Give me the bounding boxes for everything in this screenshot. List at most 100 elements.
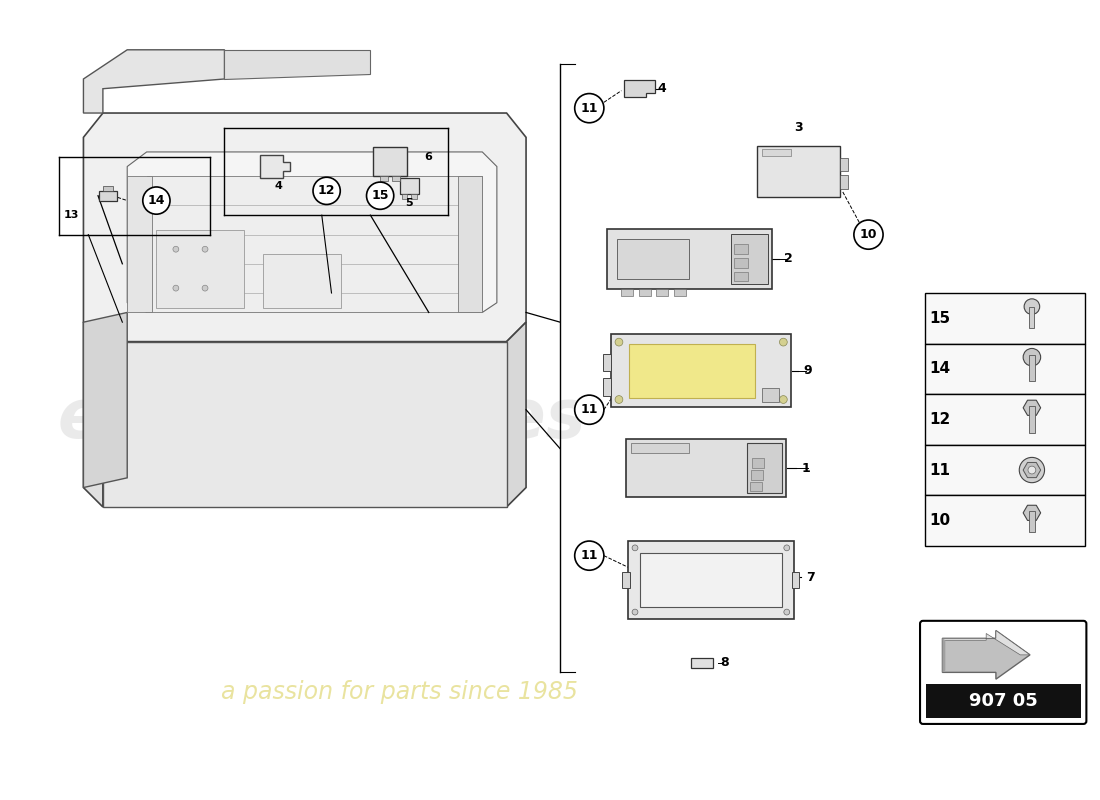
Bar — [399, 178, 419, 194]
Bar — [392, 176, 399, 181]
Bar — [640, 553, 782, 607]
Circle shape — [202, 286, 208, 291]
Bar — [792, 572, 800, 588]
Bar — [103, 186, 112, 191]
Polygon shape — [128, 152, 497, 313]
Polygon shape — [84, 313, 128, 487]
Bar — [925, 495, 1086, 546]
Text: 14: 14 — [147, 194, 165, 207]
Bar — [604, 378, 612, 396]
Circle shape — [1020, 458, 1045, 482]
Text: 4: 4 — [274, 181, 282, 191]
Circle shape — [173, 246, 179, 252]
Text: 5: 5 — [406, 198, 414, 207]
Circle shape — [632, 545, 638, 550]
Bar — [626, 439, 786, 498]
Text: 15: 15 — [372, 190, 389, 202]
Bar — [99, 191, 117, 201]
Circle shape — [1024, 299, 1040, 314]
Polygon shape — [943, 630, 1030, 679]
Bar — [128, 176, 152, 313]
Bar — [925, 394, 1086, 445]
Bar — [411, 194, 417, 198]
Bar — [629, 344, 755, 398]
Circle shape — [780, 396, 788, 403]
Text: 10: 10 — [860, 228, 877, 241]
Bar — [925, 445, 1086, 495]
Bar — [747, 443, 782, 494]
Circle shape — [1028, 466, 1036, 474]
Polygon shape — [943, 630, 1030, 655]
Circle shape — [854, 220, 883, 250]
Bar — [839, 175, 848, 189]
Circle shape — [615, 396, 623, 403]
Bar — [734, 258, 748, 268]
Text: 3: 3 — [794, 121, 803, 134]
Text: 4: 4 — [658, 82, 667, 95]
Bar — [750, 482, 762, 491]
Circle shape — [632, 609, 638, 615]
Circle shape — [574, 541, 604, 570]
Bar — [757, 146, 839, 197]
Bar — [751, 470, 763, 480]
Bar — [616, 238, 690, 279]
Text: 13: 13 — [64, 210, 79, 220]
Polygon shape — [103, 342, 507, 507]
Text: 6: 6 — [424, 152, 432, 162]
Circle shape — [574, 94, 604, 122]
Bar — [628, 541, 793, 619]
Bar — [925, 293, 1086, 343]
Circle shape — [784, 609, 790, 615]
Bar — [839, 158, 848, 171]
Bar — [732, 234, 768, 284]
Bar — [925, 343, 1086, 394]
Text: 8: 8 — [720, 656, 729, 669]
Bar — [604, 354, 612, 371]
Bar — [762, 149, 791, 156]
Text: e   ic   par   es: e ic par es — [58, 386, 585, 453]
Text: 2: 2 — [784, 253, 793, 266]
Polygon shape — [625, 80, 656, 98]
Text: 11: 11 — [581, 403, 598, 416]
Bar — [734, 271, 748, 282]
Bar — [1028, 511, 1035, 532]
Bar — [762, 388, 780, 402]
Circle shape — [202, 246, 208, 252]
Circle shape — [1023, 349, 1041, 366]
Bar — [623, 572, 630, 588]
Bar — [1028, 406, 1035, 433]
Text: 12: 12 — [928, 412, 950, 427]
Bar — [402, 194, 407, 198]
Polygon shape — [943, 638, 945, 672]
Bar — [692, 658, 713, 667]
Bar — [926, 684, 1080, 718]
Bar — [752, 458, 763, 468]
Bar — [373, 147, 407, 176]
Polygon shape — [84, 322, 103, 507]
Bar — [156, 230, 244, 307]
Circle shape — [314, 178, 340, 205]
Bar — [607, 229, 772, 289]
Text: 11: 11 — [930, 462, 950, 478]
Bar — [1030, 306, 1034, 328]
Bar — [657, 289, 668, 296]
Bar — [381, 176, 388, 181]
Bar — [621, 289, 634, 296]
Bar — [263, 254, 341, 307]
Circle shape — [173, 286, 179, 291]
Bar — [630, 443, 689, 453]
Polygon shape — [1023, 506, 1041, 521]
Text: 7: 7 — [806, 570, 815, 583]
Text: 907 05: 907 05 — [969, 691, 1037, 710]
Circle shape — [574, 395, 604, 424]
Polygon shape — [84, 113, 526, 342]
Bar — [612, 334, 791, 407]
Circle shape — [615, 338, 623, 346]
FancyBboxPatch shape — [920, 621, 1087, 724]
Text: 12: 12 — [318, 184, 336, 198]
Text: 11: 11 — [581, 102, 598, 114]
Polygon shape — [507, 322, 526, 507]
Polygon shape — [1023, 400, 1041, 415]
Bar — [734, 244, 748, 254]
Polygon shape — [146, 176, 482, 313]
